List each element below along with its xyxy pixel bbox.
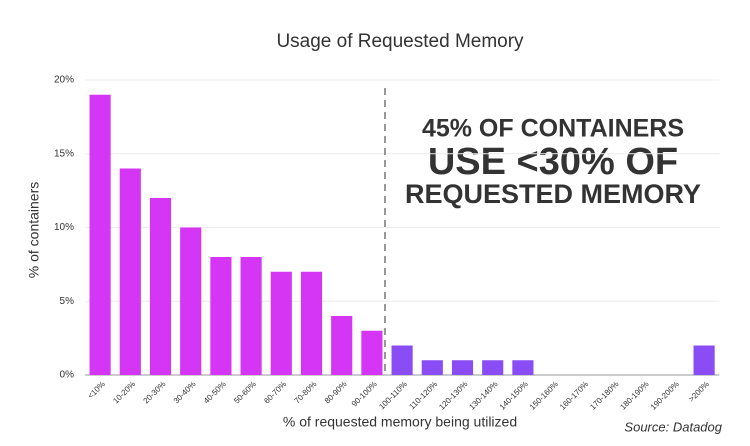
x-tick-label: 10-20%	[111, 380, 137, 406]
chart-title: Usage of Requested Memory	[276, 31, 524, 52]
bar	[180, 227, 202, 375]
source: Source: Datadog	[624, 419, 722, 434]
y-tick-label: 20%	[54, 75, 74, 86]
y-tick-label: 15%	[54, 148, 74, 159]
x-tick-label: 190-200%	[649, 380, 681, 412]
bar	[421, 360, 443, 375]
x-tick-label: 180-190%	[618, 380, 650, 412]
bar	[89, 94, 111, 375]
x-tick-label: 150-160%	[528, 380, 560, 412]
bar	[149, 198, 172, 375]
bar	[451, 360, 474, 375]
bar	[270, 271, 292, 375]
x-tick-label: 160-170%	[558, 380, 590, 412]
x-tick-label: >200%	[687, 380, 711, 404]
x-axis-title: % of requested memory being utilized	[283, 414, 517, 430]
y-axis-title: % of containers	[26, 182, 42, 279]
x-tick-label: 20-30%	[142, 380, 168, 406]
x-tick-label: 130-140%	[467, 380, 499, 412]
y-tick-label: 5%	[60, 296, 75, 307]
y-tick-label: 10%	[54, 222, 74, 233]
x-tick-label: 60-70%	[262, 380, 288, 406]
bar	[391, 345, 413, 375]
x-tick-label: 120-130%	[437, 380, 469, 412]
annotation: USE <30% OF	[428, 141, 678, 183]
bar	[300, 271, 323, 375]
y-tick-label: 0%	[60, 370, 75, 381]
bar	[361, 330, 383, 375]
bar	[482, 360, 504, 375]
x-tick-label: 110-120%	[407, 380, 439, 412]
annotation: REQUESTED MEMORY	[405, 179, 701, 209]
bar	[331, 316, 353, 375]
bar	[693, 345, 715, 375]
x-tick-label: 90-100%	[350, 380, 379, 409]
x-tick-label: 30-40%	[172, 380, 198, 406]
x-tick-label: 100-110%	[377, 380, 409, 412]
x-tick-label: 50-60%	[232, 380, 258, 406]
x-tick-label: <10%	[86, 380, 107, 401]
bar	[210, 257, 232, 375]
bar	[512, 360, 534, 375]
x-tick-label: 80-90%	[323, 380, 349, 406]
bar	[240, 257, 262, 375]
x-tick-label: 170-180%	[588, 380, 620, 412]
annotation: 45% OF CONTAINERS	[422, 115, 684, 143]
x-tick-label: 40-50%	[202, 380, 228, 406]
bar	[119, 168, 141, 375]
x-tick-label: 70-80%	[293, 380, 319, 406]
x-tick-label: 140-150%	[498, 380, 530, 412]
